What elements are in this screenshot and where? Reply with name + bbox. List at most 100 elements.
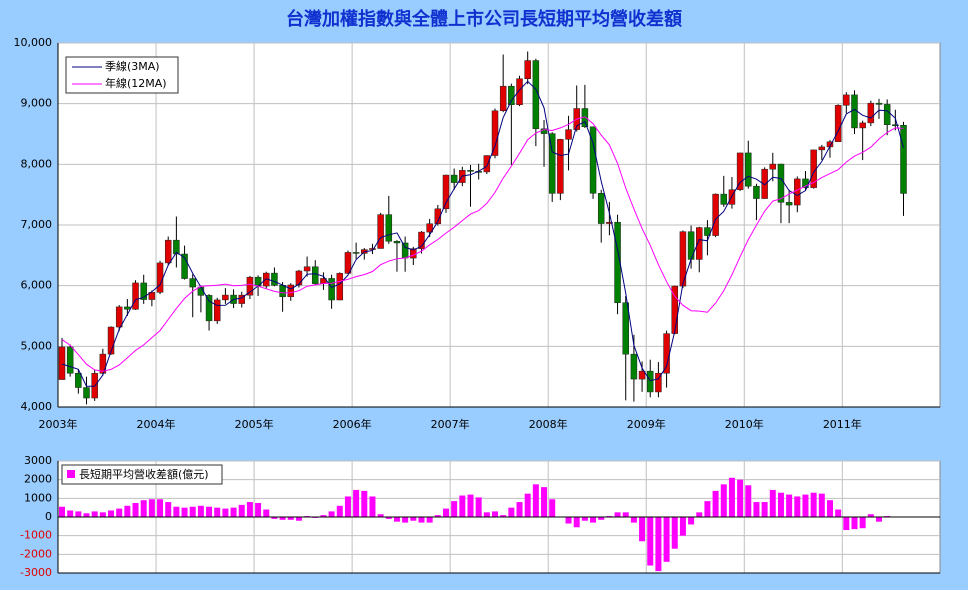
candle-body — [426, 223, 433, 233]
y-tick-label: -1000 — [20, 529, 52, 542]
bar — [263, 509, 270, 517]
bar — [508, 507, 515, 517]
bar — [271, 517, 278, 519]
x-tick-label: 2004年 — [137, 417, 176, 431]
bar — [688, 517, 695, 525]
bar — [532, 484, 539, 517]
bar — [859, 517, 866, 529]
bar — [402, 517, 409, 523]
candle-body — [875, 102, 883, 105]
bar — [524, 493, 531, 517]
candle-body — [524, 60, 531, 79]
candle-body — [671, 285, 678, 334]
bar — [614, 512, 621, 517]
candle-body — [696, 227, 703, 260]
bar — [835, 509, 842, 517]
candle-body — [181, 253, 188, 279]
bar — [492, 511, 499, 517]
candle-body — [565, 129, 572, 140]
candle-body — [646, 370, 654, 393]
bar — [810, 492, 817, 517]
bar — [157, 499, 164, 517]
y-tick-label: 6,000 — [21, 279, 53, 292]
candle-body — [222, 294, 229, 301]
candle-body — [818, 146, 826, 151]
bar — [328, 511, 335, 517]
candle-body — [124, 306, 131, 310]
bar — [67, 510, 74, 517]
candle-body — [312, 266, 319, 284]
bar — [336, 505, 343, 517]
candle-body — [769, 163, 777, 170]
bar — [189, 506, 196, 517]
candle-body — [720, 193, 728, 205]
bar — [246, 502, 253, 517]
candle-body — [794, 178, 801, 206]
bar — [516, 502, 523, 517]
chart-title: 台灣加權指數與全體上市公司長短期平均營收差額 — [286, 8, 682, 30]
legend-label: 年線(12MA) — [105, 76, 167, 90]
bar — [851, 517, 858, 530]
bar — [75, 511, 82, 517]
bar — [238, 504, 245, 517]
bar — [91, 511, 98, 517]
candle-body — [246, 276, 254, 296]
candle-body — [761, 168, 768, 199]
candle-body — [843, 94, 850, 106]
candle-body — [344, 252, 352, 274]
candle-body — [834, 105, 842, 143]
candle-body — [434, 208, 442, 224]
candle-body — [785, 202, 793, 206]
candle-body — [499, 85, 507, 112]
bar — [426, 517, 433, 523]
candle-body — [205, 295, 213, 322]
y-tick-label: 8,000 — [21, 157, 53, 170]
bar — [377, 514, 384, 517]
bar — [777, 492, 784, 517]
bar — [181, 507, 188, 517]
candle-body — [508, 85, 515, 106]
bar — [222, 508, 229, 517]
bar — [671, 517, 678, 549]
bar — [622, 512, 629, 517]
bar — [418, 517, 425, 523]
candle-body — [132, 282, 139, 310]
bar — [639, 517, 646, 542]
bar — [442, 508, 449, 517]
bar — [59, 506, 65, 517]
candle-body — [385, 214, 393, 242]
bar — [83, 513, 90, 517]
candle-body — [279, 285, 286, 297]
candle-body — [442, 174, 450, 210]
x-tick-label: 2005年 — [235, 417, 274, 431]
candle-body — [630, 353, 638, 380]
bar — [590, 517, 597, 523]
bar — [410, 517, 417, 521]
bar — [598, 517, 605, 520]
candle-body — [483, 155, 491, 173]
candle-body — [450, 174, 458, 183]
candle-body — [548, 133, 556, 194]
bar — [655, 517, 662, 572]
candle-body — [271, 272, 278, 286]
bar — [573, 517, 580, 528]
candle-body — [883, 104, 891, 125]
bar — [295, 517, 302, 521]
candle-body — [140, 282, 147, 300]
candle-body — [712, 193, 719, 236]
candle-body — [467, 170, 474, 172]
x-tick-label: 2003年 — [39, 417, 78, 431]
candle-body — [75, 373, 82, 388]
legend-label: 長短期平均營收差額(億元) — [79, 467, 209, 481]
candle-body — [83, 387, 90, 399]
bar — [826, 500, 833, 517]
bar — [753, 502, 760, 517]
candle-body — [295, 270, 303, 286]
bar — [581, 517, 588, 521]
candle-body — [622, 302, 629, 355]
bar — [794, 496, 801, 517]
candle-body — [867, 102, 875, 124]
y-tick-label: -2000 — [20, 547, 52, 560]
